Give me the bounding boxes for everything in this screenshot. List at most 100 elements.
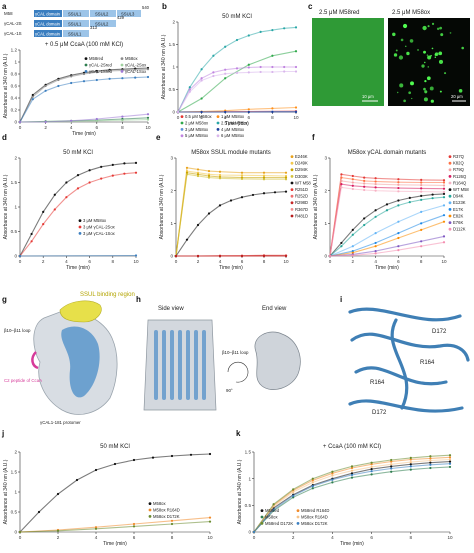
data-point — [350, 465, 354, 468]
data-point — [374, 177, 377, 180]
data-point — [397, 232, 400, 235]
data-point — [271, 107, 274, 110]
gcal-domain-label-3: γCAL domain — [35, 32, 61, 37]
data-point — [442, 184, 446, 187]
data-point — [196, 174, 200, 178]
series-line — [329, 214, 445, 257]
condensate-dot — [434, 56, 437, 59]
condensate-dot — [439, 26, 443, 30]
data-point — [374, 189, 377, 192]
chart-d: 50 mM KCl 0 2 4 6 8 10 0 0.5 1 1.5 2 Time (min) Absor… — [3, 150, 139, 271]
data-point — [88, 181, 91, 184]
condensate-dot — [409, 39, 414, 43]
data-point — [284, 178, 288, 181]
gcal-domain-label-2: γCAL domain — [35, 22, 61, 27]
ribbon-strand — [348, 307, 462, 322]
data-point — [235, 67, 239, 70]
data-point — [259, 70, 262, 74]
data-point — [363, 176, 366, 179]
condensate-dot — [431, 47, 434, 50]
panel-c: c 2.5 μM M58red 2.5 μM M58ox 10 μm 20 μm — [308, 2, 470, 106]
data-point — [292, 490, 295, 494]
data-point — [363, 185, 366, 188]
data-point — [207, 176, 211, 179]
legend-label: E82K — [453, 213, 463, 218]
condensate-dot — [403, 24, 406, 26]
legend-label: γCAL-2Sox — [125, 62, 147, 67]
ssul2-label-2: SSUL2 — [95, 22, 109, 27]
data-point — [208, 516, 212, 519]
series-line — [329, 173, 445, 257]
data-point — [442, 196, 446, 199]
y-tick-label: 0 — [172, 110, 175, 115]
panel-letter-c: c — [308, 2, 313, 11]
ssul2-box-2 — [90, 20, 116, 27]
legend-marker — [84, 63, 88, 67]
legend-label: γCAL-2Sred — [89, 62, 112, 67]
data-point — [374, 252, 377, 255]
data-point — [429, 466, 432, 470]
data-point — [188, 88, 191, 91]
x-axis-label: Time (min) — [103, 541, 127, 547]
chart-k: + CcaA (100 mM KCl) 0 2 4 6 8 10 0 0.5 1 1.5 Time (… — [237, 444, 453, 547]
panel-j: j 50 mM KCl 0 2 4 6 8 10 0 0.5 1 1.5 2 Time (min) Abs… — [1, 429, 213, 547]
data-point — [42, 223, 45, 226]
data-point — [350, 469, 354, 472]
y-axis-label: Absorbance at 340 nm (A.U.) — [237, 459, 243, 524]
legend-marker — [296, 522, 300, 525]
data-point — [111, 163, 114, 166]
chart-a: + 0.5 μM CcaA (100 mM KCl) 0 2 4 6 8 10 0 0.2 0.4… — [3, 42, 151, 137]
data-point — [240, 174, 244, 177]
condensate-dot — [403, 99, 406, 103]
residue-d172-top: D172 — [432, 329, 447, 335]
panel-k: k + CcaA (100 mM KCl) 0 2 4 6 8 10 0 0.5 1 1.5 Time… — [236, 429, 453, 547]
data-point — [351, 187, 354, 191]
data-point — [409, 458, 412, 461]
x-tick-label: 8 — [121, 125, 124, 130]
protomer-highlight — [61, 326, 100, 398]
x-tick-label: 0 — [329, 259, 332, 264]
data-point — [283, 65, 286, 69]
data-point — [57, 78, 60, 82]
data-point — [442, 190, 446, 194]
y-tick-label: 0.8 — [11, 72, 18, 77]
data-point — [240, 177, 244, 181]
data-point — [65, 196, 68, 199]
data-point — [397, 220, 400, 223]
y-tick-label: 1.5 — [11, 470, 18, 475]
data-point — [176, 110, 180, 114]
data-point — [207, 173, 211, 176]
legend-label: M58ox — [265, 514, 278, 519]
data-point — [397, 236, 400, 240]
y-tick-label: 2 — [14, 156, 17, 161]
legend-label: R37Q — [453, 154, 465, 159]
data-point — [292, 496, 295, 499]
data-point — [262, 171, 266, 174]
legend-marker — [296, 509, 300, 512]
data-point — [100, 165, 103, 168]
data-point — [196, 223, 200, 227]
y-tick-label: 0 — [14, 120, 17, 125]
data-point — [340, 173, 343, 176]
panel-e: e M58ox SSUL module mutants 0 2 4 6 8 10 0 1 2 3 Ti… — [156, 133, 311, 271]
x-tick-label: 0 — [175, 259, 178, 264]
data-point — [95, 78, 98, 82]
condensate-dot — [395, 49, 398, 52]
legend-label: K82Q — [453, 161, 464, 166]
helix-segment — [194, 330, 198, 400]
legend-label: WT M58 — [295, 180, 311, 185]
data-point — [272, 508, 275, 511]
data-point — [76, 187, 80, 190]
data-point — [442, 214, 446, 217]
data-point — [431, 197, 434, 200]
legend-label: 3 μM γCAL-2Sox — [83, 224, 116, 229]
data-point — [370, 461, 373, 464]
legend-marker — [290, 194, 294, 198]
x-tick-label: 4 — [224, 115, 227, 120]
data-point — [146, 113, 150, 116]
data-point — [429, 461, 432, 464]
chart-title: M58ox γCAL domain mutants — [348, 150, 426, 156]
condensate-dot — [461, 46, 464, 50]
condensate-dot — [427, 55, 432, 60]
